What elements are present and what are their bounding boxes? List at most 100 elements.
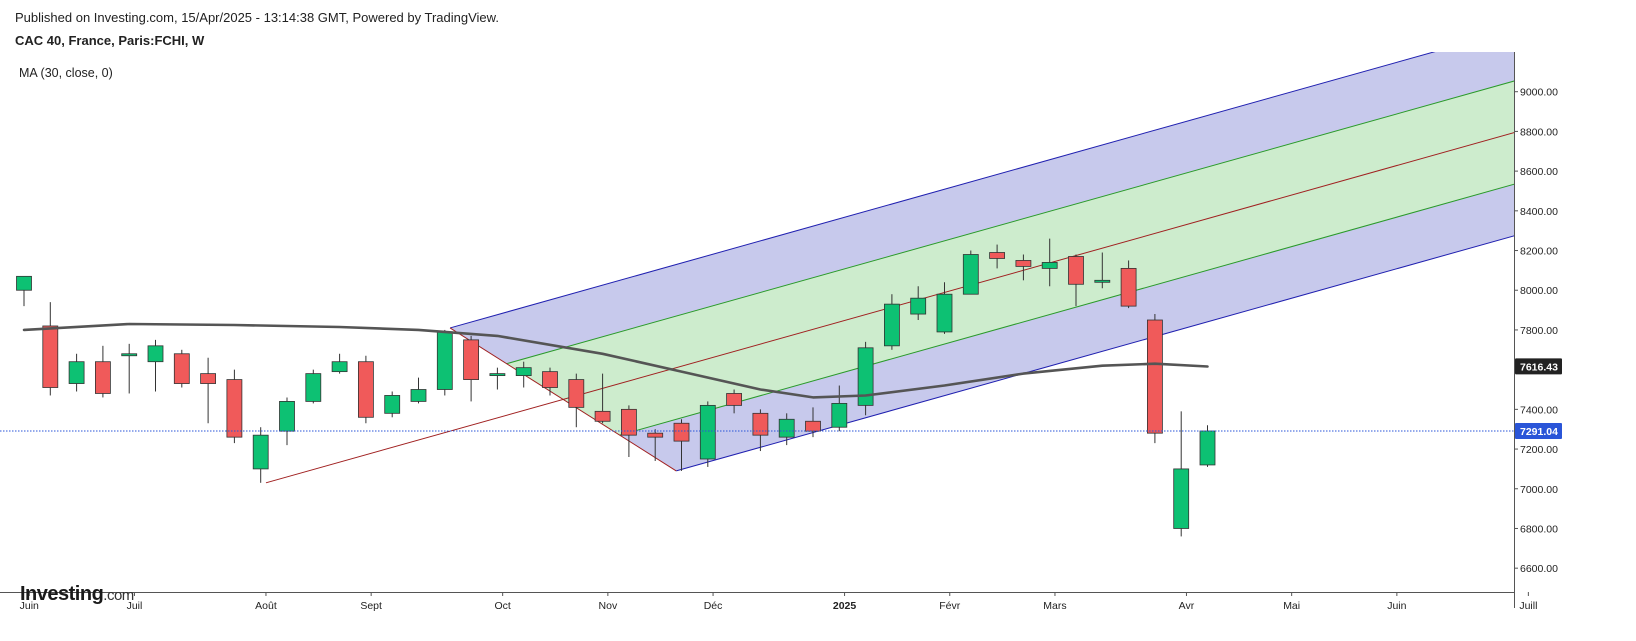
x-tick-label: Nov <box>599 600 618 612</box>
last-price-label-bg <box>1515 422 1562 439</box>
x-tick-label: Oct <box>494 600 510 612</box>
candle-body <box>594 410 611 422</box>
candle <box>200 357 217 424</box>
candle-body <box>42 325 59 388</box>
candle <box>1147 314 1163 444</box>
candle <box>147 339 164 392</box>
candle-body <box>200 373 217 384</box>
candle <box>962 250 979 295</box>
candle-body <box>857 347 874 406</box>
candle-body <box>226 379 243 438</box>
last-price-label-text: 7291.04 <box>1520 426 1558 438</box>
candle-body <box>357 361 374 418</box>
candle <box>594 373 611 424</box>
candle <box>1199 425 1216 467</box>
published-info: Published on Investing.com, 15/Apr/2025 … <box>15 10 499 25</box>
y-tick-label: 9000.00 <box>1520 87 1558 99</box>
candle <box>95 345 111 398</box>
candle-body <box>647 432 664 438</box>
candle-body <box>989 252 1005 259</box>
y-tick-label: 7400.00 <box>1520 404 1558 416</box>
y-tick-label: 8800.00 <box>1520 126 1558 138</box>
candle-body <box>1094 279 1111 283</box>
candle-body <box>752 412 769 436</box>
candle-body <box>1199 430 1216 466</box>
candle <box>1041 238 1058 287</box>
candle <box>463 335 480 402</box>
candle <box>1015 254 1032 281</box>
candle <box>279 397 295 446</box>
candle <box>384 391 401 418</box>
candle-body <box>910 297 927 315</box>
candle-body <box>621 408 637 436</box>
candle-body <box>1041 262 1058 269</box>
candle-body <box>384 395 401 414</box>
candle <box>621 405 637 457</box>
candle <box>1094 252 1111 289</box>
candle <box>252 427 269 483</box>
candle-body <box>1120 267 1137 307</box>
candle-body <box>1147 319 1163 434</box>
candle <box>515 361 532 388</box>
candle-body <box>805 420 821 432</box>
x-tick-label: Déc <box>704 600 723 612</box>
x-tick-label: Mai <box>1283 600 1300 612</box>
x-tick-label: 2025 <box>833 600 857 612</box>
candle <box>726 389 742 414</box>
candle <box>989 244 1005 269</box>
candle <box>1068 254 1084 307</box>
candle-body <box>1015 260 1032 267</box>
candle <box>489 367 506 390</box>
candle-body <box>884 303 900 347</box>
pitchfork-lower-line <box>676 235 1514 472</box>
candle-body <box>147 345 164 363</box>
y-tick-label: 8200.00 <box>1520 246 1558 258</box>
candle <box>542 367 558 396</box>
candle <box>647 429 664 461</box>
y-tick-label: 7200.00 <box>1520 444 1558 456</box>
ma-value-label: 7616.43 <box>1515 358 1562 375</box>
candle-body <box>778 418 795 438</box>
candle-body <box>1173 468 1190 529</box>
candle-body <box>252 434 269 470</box>
candle-body <box>726 393 742 406</box>
moving-average-line <box>22 322 1209 399</box>
candle <box>410 377 427 404</box>
candle-body <box>699 404 716 460</box>
candle <box>68 353 85 392</box>
pitchfork-upper-line <box>449 52 1436 329</box>
candle-body <box>436 331 453 390</box>
candle <box>884 294 900 350</box>
candle <box>699 401 716 467</box>
candle <box>1173 411 1190 537</box>
candle <box>752 409 769 452</box>
candle-body <box>542 371 558 388</box>
y-tick-label: 7000.00 <box>1520 484 1558 496</box>
candle <box>778 413 795 446</box>
candle <box>16 275 32 307</box>
candle-body <box>673 422 690 442</box>
y-tick-label: 8600.00 <box>1520 166 1558 178</box>
candle-body <box>279 401 295 432</box>
last-price-label: 7291.04 <box>1515 422 1562 439</box>
y-tick-label: 7800.00 <box>1520 325 1558 337</box>
candle <box>1120 260 1137 309</box>
y-tick-label: 8400.00 <box>1520 206 1558 218</box>
candle <box>331 353 348 374</box>
candle-body <box>410 389 427 402</box>
investing-logo: Investing.com <box>20 583 134 606</box>
candle-body <box>489 373 506 377</box>
indicator-legend[interactable]: MA (30, close, 0) <box>19 66 113 80</box>
candle-body <box>68 361 85 384</box>
x-tick-label: Juin <box>20 600 39 612</box>
candle-body <box>173 353 190 384</box>
candle-body <box>568 379 585 408</box>
candle-body <box>1068 256 1084 285</box>
candle <box>936 282 953 334</box>
x-tick-label: Mars <box>1043 600 1066 612</box>
candle-body <box>936 293 953 333</box>
x-tick-label: Juil <box>127 600 143 612</box>
candle-body <box>121 353 138 357</box>
candle-body <box>331 361 348 373</box>
